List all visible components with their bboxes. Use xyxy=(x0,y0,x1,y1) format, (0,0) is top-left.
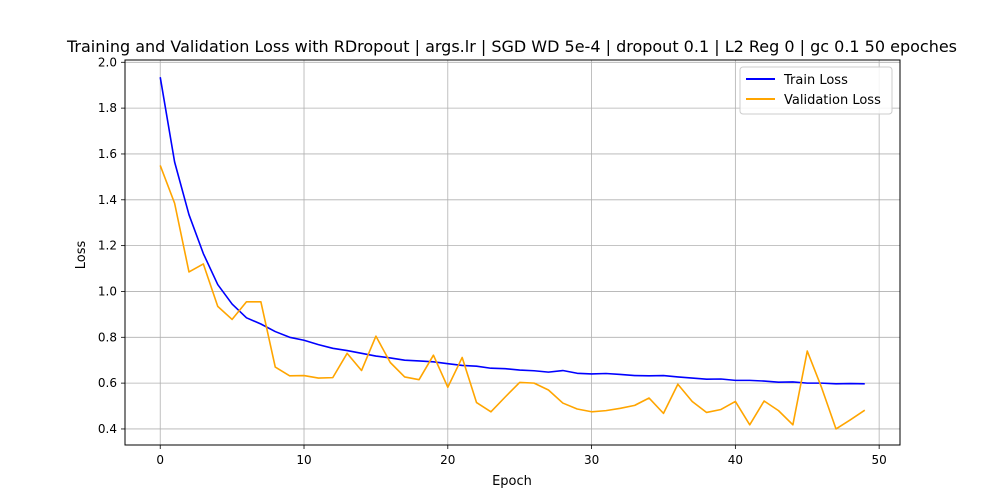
series-line-validation-loss xyxy=(159,165,866,430)
y-axis-label: Loss xyxy=(74,241,89,270)
y-tick-label: 1.2 xyxy=(98,239,117,253)
series-line-train-loss xyxy=(159,77,865,385)
y-tick-label: 1.8 xyxy=(98,101,117,115)
axis-ticks: 0 10 20 30 40 50 0.4 0.6 0.8 1.0 1.2 1.4 1.6 1.8 2.0 xyxy=(98,55,887,467)
y-tick-label: 0.6 xyxy=(98,376,117,390)
x-tick-label: 0 xyxy=(156,453,164,467)
plot-area-frame xyxy=(124,59,901,446)
y-tick-label: 0.4 xyxy=(98,422,117,436)
legend-label-train-loss: Train Loss xyxy=(783,73,848,88)
x-tick-label: 50 xyxy=(872,453,887,467)
legend-label-validation-loss: Validation Loss xyxy=(784,93,881,108)
legend: Train Loss Validation Loss xyxy=(739,66,893,115)
y-tick-label: 1.0 xyxy=(98,284,117,298)
grid xyxy=(125,60,900,445)
y-tick-label: 1.6 xyxy=(98,147,117,161)
x-tick-label: 30 xyxy=(584,453,599,467)
x-tick-label: 10 xyxy=(296,453,311,467)
y-tick-label: 2.0 xyxy=(98,55,117,69)
x-tick-label: 20 xyxy=(440,453,455,467)
legend-box xyxy=(739,66,893,115)
y-tick-label: 0.8 xyxy=(98,330,117,344)
x-tick-label: 40 xyxy=(728,453,743,467)
series-lines xyxy=(159,77,866,430)
x-axis-label: Epoch xyxy=(492,474,532,489)
chart-title: Training and Validation Loss with RDropo… xyxy=(66,37,957,56)
y-tick-label: 1.4 xyxy=(98,193,117,207)
